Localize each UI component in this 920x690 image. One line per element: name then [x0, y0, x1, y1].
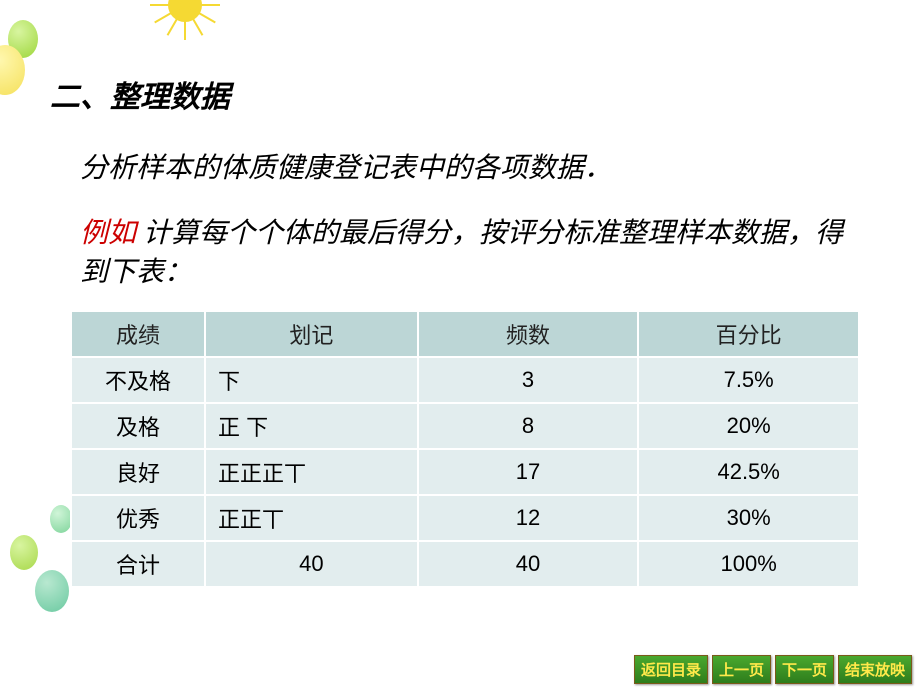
cell-tally: 正正丅 [205, 495, 418, 541]
example-label: 例如 [80, 218, 136, 249]
table-row-total: 合计 40 40 100% [71, 541, 859, 587]
col-pct: 百分比 [638, 311, 859, 357]
cell-grade: 不及格 [71, 357, 205, 403]
nav-next-button[interactable]: 下一页 [775, 655, 834, 684]
nav-back-button[interactable]: 返回目录 [634, 655, 708, 684]
section-heading: 二、整理数据 [50, 72, 870, 116]
body-text-2: 例如 计算每个个体的最后得分，按评分标准整理样本数据，得到下表： [80, 214, 870, 292]
cell-tally: 正正正丅 [205, 449, 418, 495]
cell-grade: 良好 [71, 449, 205, 495]
body-text-1: 分析样本的体质健康登记表中的各项数据． [80, 146, 870, 186]
cell-freq: 12 [418, 495, 639, 541]
col-tally: 划记 [205, 311, 418, 357]
cell-grade: 合计 [71, 541, 205, 587]
table-row: 良好 正正正丅 17 42.5% [71, 449, 859, 495]
cell-freq: 17 [418, 449, 639, 495]
slide-content: 二、整理数据 分析样本的体质健康登记表中的各项数据． 例如 计算每个个体的最后得… [0, 0, 920, 588]
cell-tally: 下 [205, 357, 418, 403]
slide-nav: 返回目录 上一页 下一页 结束放映 [634, 655, 912, 684]
cell-tally: 40 [205, 541, 418, 587]
cell-freq: 40 [418, 541, 639, 587]
table-header-row: 成绩 划记 频数 百分比 [71, 311, 859, 357]
cell-freq: 3 [418, 357, 639, 403]
cell-pct: 20% [638, 403, 859, 449]
example-text: 计算每个个体的最后得分，按评分标准整理样本数据，得到下表： [80, 218, 843, 288]
cell-grade: 及格 [71, 403, 205, 449]
cell-pct: 100% [638, 541, 859, 587]
nav-prev-button[interactable]: 上一页 [712, 655, 771, 684]
cell-tally: 正 下 [205, 403, 418, 449]
data-table: 成绩 划记 频数 百分比 不及格 下 3 7.5% 及格 正 下 8 20% 良… [70, 310, 860, 588]
table-row: 优秀 正正丅 12 30% [71, 495, 859, 541]
cell-grade: 优秀 [71, 495, 205, 541]
cell-freq: 8 [418, 403, 639, 449]
table-row: 及格 正 下 8 20% [71, 403, 859, 449]
cell-pct: 7.5% [638, 357, 859, 403]
table-row: 不及格 下 3 7.5% [71, 357, 859, 403]
col-grade: 成绩 [71, 311, 205, 357]
nav-end-button[interactable]: 结束放映 [838, 655, 912, 684]
cell-pct: 42.5% [638, 449, 859, 495]
col-freq: 频数 [418, 311, 639, 357]
cell-pct: 30% [638, 495, 859, 541]
